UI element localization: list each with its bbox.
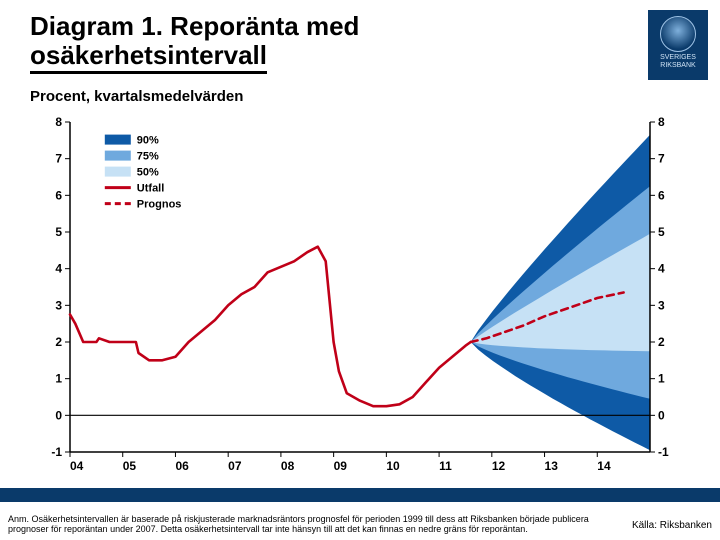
svg-text:7: 7	[55, 152, 62, 166]
svg-text:1: 1	[658, 372, 665, 386]
svg-text:06: 06	[175, 459, 189, 473]
fan-chart: -1012345678-1012345678040506070809101112…	[30, 112, 690, 482]
svg-text:0: 0	[658, 408, 665, 422]
svg-text:50%: 50%	[137, 167, 159, 179]
svg-text:13: 13	[545, 459, 559, 473]
svg-text:14: 14	[597, 459, 611, 473]
title-line1: Diagram 1. Reporänta med	[30, 11, 359, 41]
svg-text:05: 05	[123, 459, 137, 473]
svg-text:11: 11	[439, 459, 452, 473]
svg-text:2: 2	[55, 335, 62, 349]
svg-text:-1: -1	[51, 445, 62, 459]
svg-text:2: 2	[658, 335, 665, 349]
subtitle: Procent, kvartalsmedelvärden	[30, 88, 243, 105]
svg-text:12: 12	[492, 459, 506, 473]
riksbank-logo: SVERIGES RIKSBANK	[648, 10, 708, 80]
svg-text:90%: 90%	[137, 135, 159, 147]
svg-text:Utfall: Utfall	[137, 183, 165, 195]
svg-text:5: 5	[55, 225, 62, 239]
slide-root: Diagram 1. Reporänta med osäkerhetsinter…	[0, 0, 720, 540]
svg-text:8: 8	[55, 115, 62, 129]
svg-text:10: 10	[386, 459, 400, 473]
svg-text:7: 7	[658, 152, 665, 166]
footnote: Anm. Osäkerhetsintervallen är baserade p…	[8, 514, 598, 534]
svg-text:0: 0	[55, 408, 62, 422]
svg-text:04: 04	[70, 459, 84, 473]
svg-text:07: 07	[228, 459, 242, 473]
crest-icon	[660, 16, 696, 52]
svg-text:09: 09	[334, 459, 348, 473]
svg-text:4: 4	[55, 262, 62, 276]
svg-text:3: 3	[55, 298, 62, 312]
svg-text:8: 8	[658, 115, 665, 129]
chart-svg: -1012345678-1012345678040506070809101112…	[30, 112, 690, 482]
svg-text:3: 3	[658, 298, 665, 312]
logo-text: SVERIGES RIKSBANK	[648, 54, 708, 69]
svg-text:6: 6	[55, 188, 62, 202]
svg-text:Prognos: Prognos	[137, 199, 182, 211]
svg-text:1: 1	[55, 372, 62, 386]
svg-text:75%: 75%	[137, 151, 159, 163]
page-title: Diagram 1. Reporänta med osäkerhetsinter…	[30, 12, 359, 74]
svg-text:-1: -1	[658, 445, 669, 459]
svg-text:4: 4	[658, 262, 665, 276]
svg-text:6: 6	[658, 188, 665, 202]
title-line2: osäkerhetsintervall	[30, 41, 267, 75]
svg-text:5: 5	[658, 225, 665, 239]
source-text: Källa: Riksbanken	[632, 520, 712, 531]
footer-bar	[0, 488, 720, 502]
svg-text:08: 08	[281, 459, 295, 473]
